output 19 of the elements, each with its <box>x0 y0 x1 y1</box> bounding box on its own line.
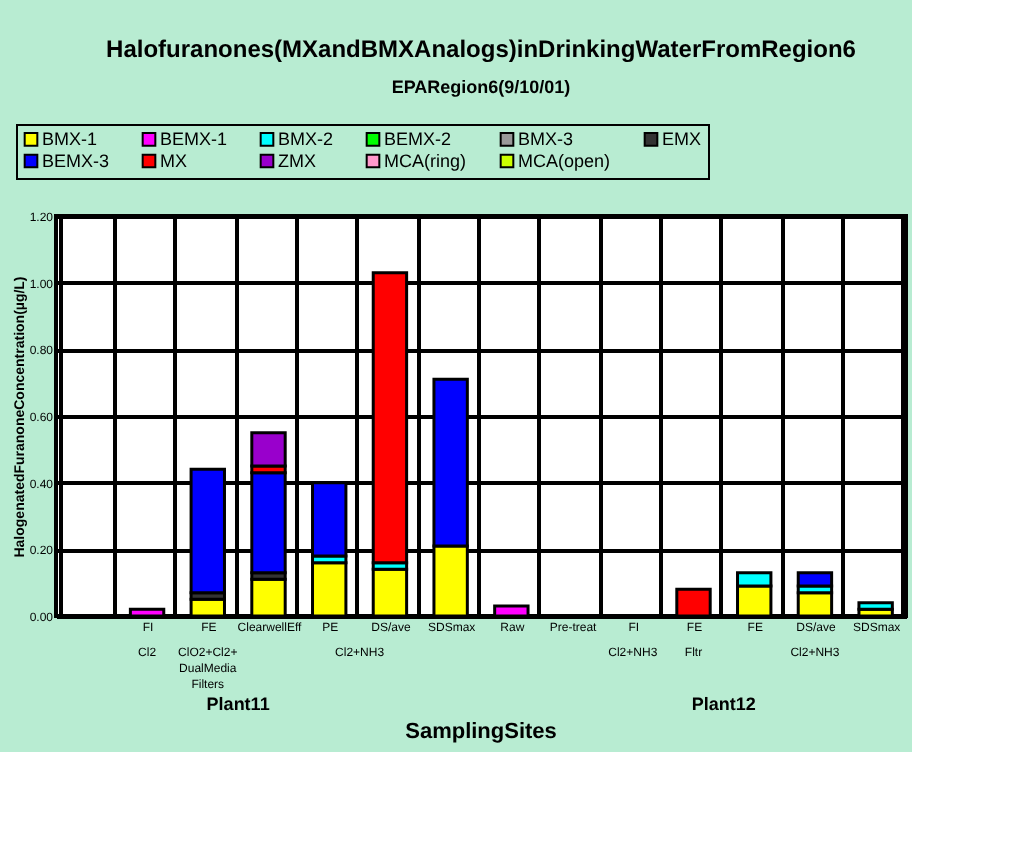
legend-label: BEMX-1 <box>160 129 228 150</box>
bar <box>796 571 834 588</box>
x-axis-title: SamplingSites <box>405 720 557 744</box>
chart-subtitle: EPARegion6(9/10/01) <box>391 77 571 97</box>
legend-label: BMX-3 <box>518 129 574 150</box>
text: Plant12 <box>691 694 756 714</box>
bar <box>857 601 894 611</box>
legend-label: BEMX-3 <box>42 151 110 171</box>
legend-label: MCA(open) <box>518 151 611 171</box>
legend-label: BMX-1 <box>42 129 98 150</box>
legend-label: BMX-2 <box>278 129 334 150</box>
legend-label: EMX <box>662 129 702 150</box>
legend-label: ZMX <box>278 151 316 171</box>
bar <box>250 431 287 468</box>
legend-label: BEMX-2 <box>384 129 452 150</box>
legend-label: MCA(ring) <box>384 151 467 171</box>
chart-title: Halofuranones(MXandBMXAnalogs)inDrinkingWaterFromRegion6 <box>106 35 857 63</box>
legend-label: MX <box>160 151 187 171</box>
text: Plant11 <box>206 694 270 714</box>
